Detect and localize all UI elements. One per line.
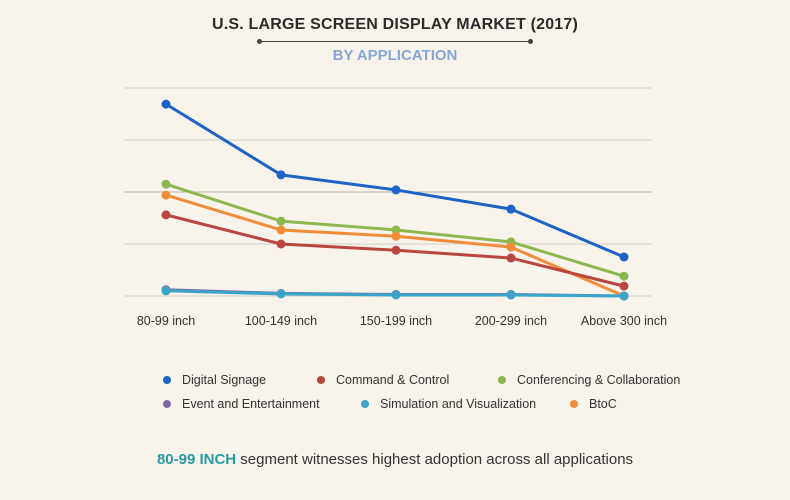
legend-item: Simulation and Visualization — [361, 397, 536, 411]
data-point — [276, 289, 286, 299]
data-point — [391, 231, 401, 241]
data-point — [506, 242, 516, 252]
data-point — [619, 291, 629, 301]
x-tick-label: Above 300 inch — [581, 314, 667, 328]
data-point — [161, 210, 171, 220]
legend-item: BtoC — [570, 397, 617, 411]
data-point — [161, 179, 171, 189]
title-divider — [257, 39, 533, 44]
data-point — [391, 290, 401, 300]
legend-marker-icon — [317, 376, 325, 384]
legend-marker-icon — [361, 400, 369, 408]
data-point — [506, 290, 516, 300]
legend-label: Event and Entertainment — [182, 397, 320, 411]
x-tick-label: 100-149 inch — [245, 314, 317, 328]
legend-marker-icon — [163, 400, 171, 408]
data-point — [391, 225, 401, 235]
footer-note: 80-99 INCH segment witnesses highest ado… — [0, 451, 790, 468]
legend-label: BtoC — [589, 397, 617, 411]
legend-label: Digital Signage — [182, 373, 267, 387]
data-point — [276, 170, 286, 180]
data-point — [161, 190, 171, 200]
legend-label: Conferencing & Collaboration — [517, 373, 681, 387]
data-point — [161, 99, 171, 109]
data-point — [619, 252, 629, 262]
data-point — [391, 245, 401, 255]
data-point — [276, 239, 286, 249]
legend-item: Event and Entertainment — [163, 397, 320, 411]
data-point — [391, 185, 401, 195]
legend-label: Simulation and Visualization — [380, 397, 537, 411]
data-point — [619, 281, 629, 291]
legend-label: Command & Control — [336, 373, 450, 387]
chart-title: U.S. LARGE SCREEN DISPLAY MARKET (2017) — [211, 16, 579, 33]
data-point — [506, 204, 516, 214]
legend-marker-icon — [498, 376, 506, 384]
data-point — [276, 225, 286, 235]
legend-marker-icon — [570, 400, 578, 408]
footer-text: segment witnesses highest adoption acros… — [236, 451, 634, 468]
x-tick-label: 150-199 inch — [360, 314, 432, 328]
data-point — [276, 216, 286, 226]
footer-highlight: 80-99 INCH — [156, 451, 237, 468]
chart-subtitle: BY APPLICATION — [332, 47, 458, 64]
x-tick-label: 200-299 inch — [475, 314, 547, 328]
legend-item: Digital Signage — [163, 373, 266, 387]
line-chart: 80-99 inch 100-149 inch 150-199 inch 200-29… — [124, 87, 667, 328]
data-point — [506, 253, 516, 263]
legend-item: Command & Control — [317, 373, 449, 387]
legend-marker-icon — [163, 376, 171, 384]
x-tick-label: 80-99 inch — [137, 314, 195, 328]
data-point — [161, 286, 171, 296]
legend-item: Conferencing & Collaboration — [498, 373, 680, 387]
data-point — [619, 271, 629, 281]
series-line-5 — [165, 193, 625, 298]
